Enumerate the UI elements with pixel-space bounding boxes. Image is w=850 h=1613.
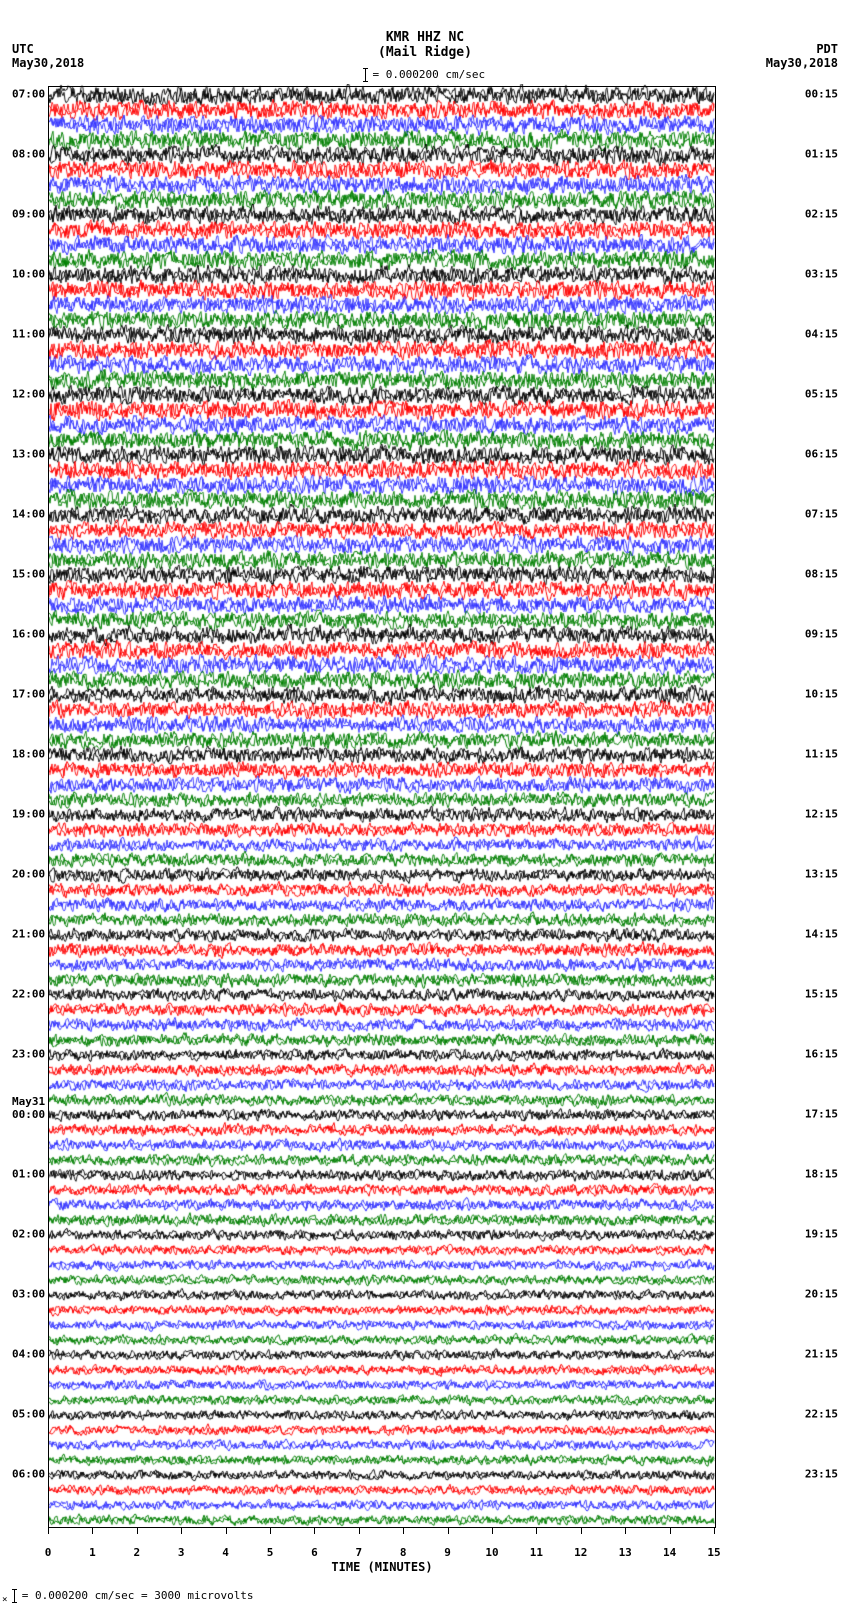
xtick-mark xyxy=(448,1528,449,1534)
ytick-right: 01:15 xyxy=(805,147,838,160)
ytick-left: 03:00 xyxy=(12,1287,45,1300)
ytick-left: 14:00 xyxy=(12,507,45,520)
xtick-mark xyxy=(137,1528,138,1534)
ytick-right: 08:15 xyxy=(805,567,838,580)
xtick-label: 5 xyxy=(267,1546,274,1559)
ytick-right: 15:15 xyxy=(805,987,838,1000)
xtick-mark xyxy=(181,1528,182,1534)
ytick-left: 16:00 xyxy=(12,627,45,640)
ytick-left: 09:00 xyxy=(12,207,45,220)
ytick-right: 21:15 xyxy=(805,1347,838,1360)
ytick-left: 15:00 xyxy=(12,567,45,580)
ytick-left: 08:00 xyxy=(12,147,45,160)
x-axis-label: TIME (MINUTES) xyxy=(48,1560,716,1574)
ytick-right: 14:15 xyxy=(805,927,838,940)
xtick-label: 12 xyxy=(574,1546,587,1559)
xtick-mark xyxy=(92,1528,93,1534)
ytick-left: 04:00 xyxy=(12,1347,45,1360)
ytick-left: 05:00 xyxy=(12,1407,45,1420)
xtick-mark xyxy=(314,1528,315,1534)
xtick-label: 15 xyxy=(707,1546,720,1559)
ytick-right: 03:15 xyxy=(805,267,838,280)
ytick-right: 05:15 xyxy=(805,387,838,400)
station-name: (Mail Ridge) xyxy=(0,45,850,60)
ytick-left: 01:00 xyxy=(12,1167,45,1180)
xtick-label: 13 xyxy=(619,1546,632,1559)
xtick-label: 7 xyxy=(355,1546,362,1559)
station-code: KMR HHZ NC xyxy=(0,30,850,45)
scale-text: = 0.000200 cm/sec xyxy=(373,68,486,81)
ytick-right: 16:15 xyxy=(805,1047,838,1060)
xtick-label: 1 xyxy=(89,1546,96,1559)
ytick-left: 23:00 xyxy=(12,1047,45,1060)
ytick-left: 07:00 xyxy=(12,87,45,100)
footer-scale-bar-icon xyxy=(14,1589,15,1603)
xtick-label: 11 xyxy=(530,1546,543,1559)
ytick-right: 07:15 xyxy=(805,507,838,520)
xtick-label: 6 xyxy=(311,1546,318,1559)
footer-scale: × = 0.000200 cm/sec = 3000 microvolts xyxy=(2,1589,254,1605)
ytick-left: 22:00 xyxy=(12,987,45,1000)
ytick-right: 18:15 xyxy=(805,1167,838,1180)
ytick-right: 09:15 xyxy=(805,627,838,640)
ytick-right: 17:15 xyxy=(805,1107,838,1120)
xtick-label: 3 xyxy=(178,1546,185,1559)
ytick-right: 04:15 xyxy=(805,327,838,340)
scale-bar-icon xyxy=(365,68,366,82)
ytick-left: 10:00 xyxy=(12,267,45,280)
x-axis: TIME (MINUTES) 0123456789101112131415 xyxy=(48,1528,716,1568)
scale-indicator: = 0.000200 cm/sec xyxy=(0,68,850,82)
ytick-left: 19:00 xyxy=(12,807,45,820)
xtick-mark xyxy=(581,1528,582,1534)
ytick-left: 13:00 xyxy=(12,447,45,460)
xtick-label: 10 xyxy=(485,1546,498,1559)
xtick-label: 8 xyxy=(400,1546,407,1559)
xtick-mark xyxy=(359,1528,360,1534)
ytick-right: 23:15 xyxy=(805,1467,838,1480)
ytick-left: 20:00 xyxy=(12,867,45,880)
xtick-label: 0 xyxy=(45,1546,52,1559)
xtick-mark xyxy=(270,1528,271,1534)
xtick-label: 2 xyxy=(133,1546,140,1559)
xtick-mark xyxy=(714,1528,715,1534)
xtick-label: 4 xyxy=(222,1546,229,1559)
xtick-label: 9 xyxy=(444,1546,451,1559)
seismogram-plot xyxy=(48,86,716,1528)
ytick-right: 19:15 xyxy=(805,1227,838,1240)
ytick-right: 00:15 xyxy=(805,87,838,100)
ytick-left: 18:00 xyxy=(12,747,45,760)
ytick-right: 06:15 xyxy=(805,447,838,460)
ytick-right: 13:15 xyxy=(805,867,838,880)
xtick-mark xyxy=(48,1528,49,1534)
ytick-left: 21:00 xyxy=(12,927,45,940)
ytick-right: 20:15 xyxy=(805,1287,838,1300)
ytick-right: 12:15 xyxy=(805,807,838,820)
xtick-mark xyxy=(492,1528,493,1534)
ytick-left: 12:00 xyxy=(12,387,45,400)
ytick-right: 10:15 xyxy=(805,687,838,700)
ytick-right: 02:15 xyxy=(805,207,838,220)
xtick-mark xyxy=(226,1528,227,1534)
xtick-mark xyxy=(625,1528,626,1534)
xtick-label: 14 xyxy=(663,1546,676,1559)
ytick-right: 22:15 xyxy=(805,1407,838,1420)
header: KMR HHZ NC (Mail Ridge) = 0.000200 cm/se… xyxy=(0,30,850,82)
xtick-mark xyxy=(670,1528,671,1534)
ytick-left: 11:00 xyxy=(12,327,45,340)
ytick-left: 17:00 xyxy=(12,687,45,700)
footer-sub: × xyxy=(2,1594,8,1605)
ytick-left: 02:00 xyxy=(12,1227,45,1240)
xtick-mark xyxy=(403,1528,404,1534)
ytick-left: May3100:00 xyxy=(12,1095,45,1121)
ytick-left: 06:00 xyxy=(12,1467,45,1480)
seismogram-container: UTC May30,2018 PDT May30,2018 KMR HHZ NC… xyxy=(0,0,850,1613)
xtick-mark xyxy=(536,1528,537,1534)
footer-text: = 0.000200 cm/sec = 3000 microvolts xyxy=(22,1589,254,1602)
ytick-right: 11:15 xyxy=(805,747,838,760)
